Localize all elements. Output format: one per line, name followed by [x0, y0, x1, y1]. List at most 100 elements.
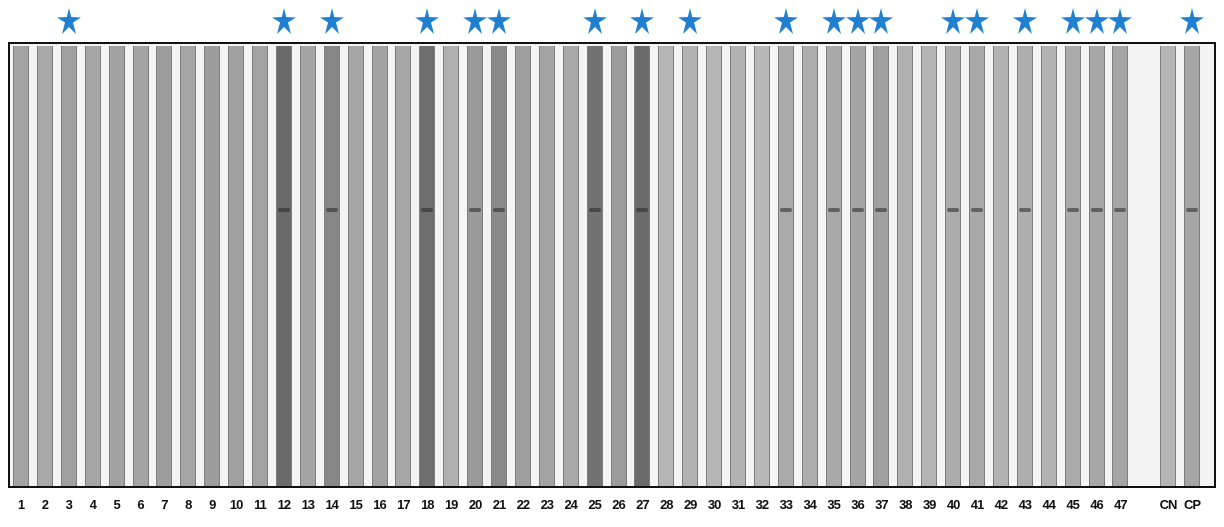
reactive-band [1018, 208, 1031, 212]
lane-label: 17 [397, 497, 410, 512]
reactive-band [827, 208, 840, 212]
lane-label: 34 [803, 497, 816, 512]
test-strip [467, 46, 484, 486]
positive-star-icon [965, 8, 989, 34]
lane-label: 20 [468, 497, 482, 512]
positive-star-icon [319, 8, 344, 34]
positive-star-icon [678, 8, 703, 34]
positive-star-icon [773, 8, 798, 34]
positive-star-icon [415, 8, 440, 34]
lane-label: 36 [851, 497, 864, 512]
test-strip [323, 46, 340, 486]
test-strip [275, 46, 292, 486]
lane-label: 3 [65, 497, 73, 512]
test-strip [1088, 46, 1105, 486]
test-strip [945, 46, 962, 486]
strip-panel [8, 42, 1216, 488]
test-strip [873, 46, 890, 486]
lane-label: 15 [349, 497, 362, 512]
lane-label: 43 [1018, 497, 1032, 512]
lane-label: 38 [899, 497, 912, 512]
test-strip [443, 46, 460, 486]
positive-star-icon [582, 8, 607, 34]
test-strip [730, 46, 746, 486]
test-strip [13, 46, 29, 486]
lane-label: 27 [636, 497, 649, 512]
test-strip [395, 46, 412, 486]
lane-label: 7 [161, 497, 168, 512]
positive-star-icon [271, 8, 296, 34]
positive-star-icon [1060, 8, 1085, 34]
test-strip [682, 46, 699, 486]
test-strip [706, 46, 723, 486]
lane-label: 28 [660, 497, 673, 512]
lane-label: 26 [612, 497, 625, 512]
test-strip [371, 46, 388, 486]
lane-label: 11 [254, 497, 267, 512]
positive-star-icon [1108, 8, 1133, 34]
reactive-band [588, 208, 601, 212]
positive-star-icon [56, 8, 81, 34]
lane-label: 21 [492, 497, 506, 512]
lane-label: 35 [827, 497, 840, 512]
test-strip [1064, 46, 1081, 486]
reactive-band [493, 208, 505, 212]
lane-label: 42 [994, 497, 1008, 512]
lane-label: 1 [17, 497, 25, 512]
test-strip [252, 46, 268, 486]
positive-star-icon [487, 8, 511, 34]
lane-label: 14 [325, 497, 338, 512]
lane-label: 6 [137, 497, 144, 512]
lane-label: 29 [683, 497, 697, 512]
test-strip [538, 46, 555, 486]
reactive-band [325, 208, 338, 212]
reactive-band [875, 208, 888, 212]
lane-label: 24 [564, 497, 577, 512]
test-strip [969, 46, 985, 486]
test-strip [897, 46, 914, 486]
positive-star-icon [821, 8, 846, 34]
positive-star-icon [630, 8, 655, 34]
test-strip [1112, 46, 1129, 486]
test-strip [562, 46, 579, 486]
positive-star-icon [1084, 8, 1109, 34]
lane-label: 33 [779, 497, 793, 512]
test-strip [658, 46, 675, 486]
lane-label: 2 [41, 497, 49, 512]
lane-label: 4 [89, 497, 97, 512]
test-strip [36, 46, 53, 486]
test-strip [419, 46, 436, 486]
reactive-band [469, 208, 482, 212]
test-strip [777, 46, 794, 486]
positive-star-icon [1012, 8, 1037, 34]
test-strip [921, 46, 938, 486]
test-strip [204, 46, 221, 486]
test-strip [753, 46, 770, 486]
test-strip [84, 46, 101, 486]
lane-label: 5 [113, 497, 120, 512]
lane-label: 22 [516, 497, 530, 512]
lane-label: 39 [922, 497, 936, 512]
lane-label: 23 [540, 497, 554, 512]
test-strip [586, 46, 603, 486]
lane-label: 32 [755, 497, 769, 512]
test-strip [992, 46, 1009, 486]
reactive-band [947, 208, 960, 212]
test-strip [180, 46, 197, 486]
lane-label: 44 [1042, 497, 1055, 512]
test-strip [1160, 46, 1176, 486]
positive-star-icon [869, 8, 894, 34]
test-strip [347, 46, 364, 486]
reactive-band [1186, 208, 1198, 212]
lane-label: 25 [588, 497, 601, 512]
lane-label: 46 [1090, 497, 1103, 512]
lane-label: CP [1183, 497, 1201, 512]
lane-label: CN [1159, 497, 1178, 512]
lane-label: 10 [229, 497, 243, 512]
positive-star-icon [1180, 8, 1204, 34]
test-strip [1016, 46, 1033, 486]
test-strip [610, 46, 627, 486]
test-strip [491, 46, 507, 486]
test-strip [634, 46, 651, 486]
